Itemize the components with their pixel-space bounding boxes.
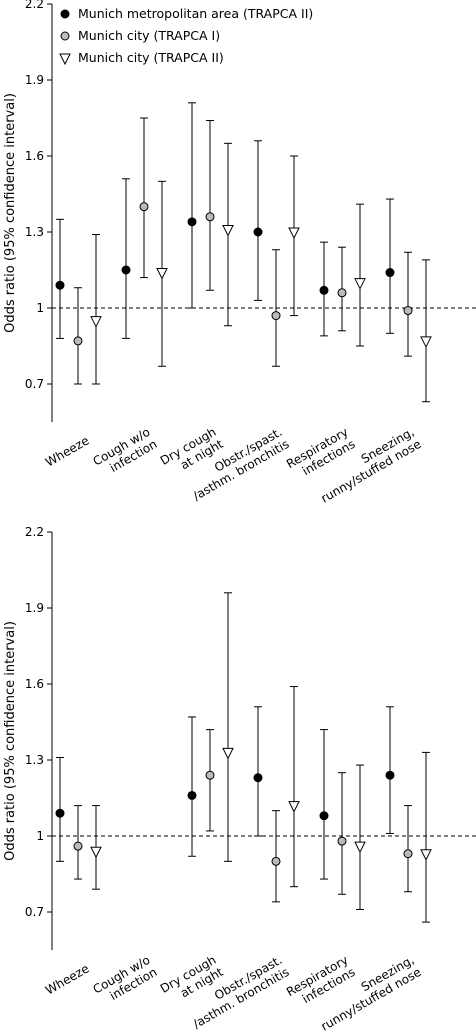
marker [385, 268, 395, 278]
marker [55, 808, 65, 818]
y-tick-label: 1 [36, 829, 44, 843]
legend-label: Munich city (TRAPCA I) [78, 28, 220, 43]
y-tick-label: 2.2 [25, 0, 44, 11]
legend-marker [60, 31, 70, 41]
y-tick-label: 1.9 [25, 73, 44, 87]
y-axis-label: Odds ratio (95% confidence interval) [3, 93, 18, 333]
marker [121, 265, 131, 275]
x-tick-label-line: Wheeze [43, 433, 92, 469]
marker [354, 841, 366, 854]
marker [90, 846, 102, 859]
marker [205, 212, 215, 222]
x-tick-label: Cough w/oinfection [90, 425, 159, 481]
chart: 0.7 1 1.3 1.6 1.9 2.2 Odds ratio (95% confiden… [3, 0, 476, 506]
x-tick-label: Dry coughat night [158, 953, 226, 1008]
marker [222, 224, 234, 237]
marker [337, 836, 347, 846]
marker [156, 268, 168, 280]
marker [420, 336, 432, 349]
marker [55, 280, 65, 290]
marker [90, 316, 102, 328]
y-tick-label: 1 [36, 301, 44, 315]
x-tick-label: Respiratoryinfections [284, 953, 358, 1012]
y-axis-label: Odds ratio (95% confidence interval) [3, 621, 18, 861]
marker [319, 285, 329, 295]
y-tick-label: 1.3 [25, 225, 44, 239]
legend-label: Munich city (TRAPCA II) [78, 50, 224, 65]
marker [271, 856, 281, 866]
x-tick-label: Cough w/oinfection [90, 953, 159, 1009]
marker [253, 773, 263, 783]
marker [385, 770, 395, 780]
legend-marker [59, 53, 71, 66]
marker [337, 288, 347, 298]
marker [354, 278, 366, 290]
chart: 0.7 1 1.3 1.6 1.9 2.2 Odds ratio (95% confiden… [3, 525, 476, 1034]
x-tick-label: Wheeze [43, 433, 92, 469]
y-tick-label: 1.6 [25, 677, 44, 691]
marker [253, 227, 263, 237]
marker [403, 849, 413, 859]
x-tick-label-line: Wheeze [43, 961, 92, 997]
marker [73, 841, 83, 851]
marker [319, 811, 329, 821]
x-tick-label: Respiratoryinfections [284, 425, 358, 484]
marker [288, 227, 300, 240]
marker [222, 747, 234, 760]
marker [288, 801, 300, 813]
y-tick-label: 1.3 [25, 753, 44, 767]
y-tick-label: 2.2 [25, 525, 44, 539]
y-tick-label: 0.7 [25, 377, 44, 391]
marker [420, 849, 432, 861]
legend-marker [60, 9, 70, 19]
marker [205, 770, 215, 780]
marker [271, 311, 281, 321]
y-tick-label: 1.6 [25, 149, 44, 163]
marker [187, 217, 197, 227]
y-tick-label: 0.7 [25, 905, 44, 919]
legend-label: Munich metropolitan area (TRAPCA II) [78, 6, 313, 21]
marker [73, 336, 83, 346]
marker [403, 306, 413, 316]
x-tick-label: Dry coughat night [158, 425, 226, 480]
marker [139, 202, 149, 212]
y-tick-label: 1.9 [25, 601, 44, 615]
marker [187, 790, 197, 800]
x-tick-label: Wheeze [43, 961, 92, 997]
